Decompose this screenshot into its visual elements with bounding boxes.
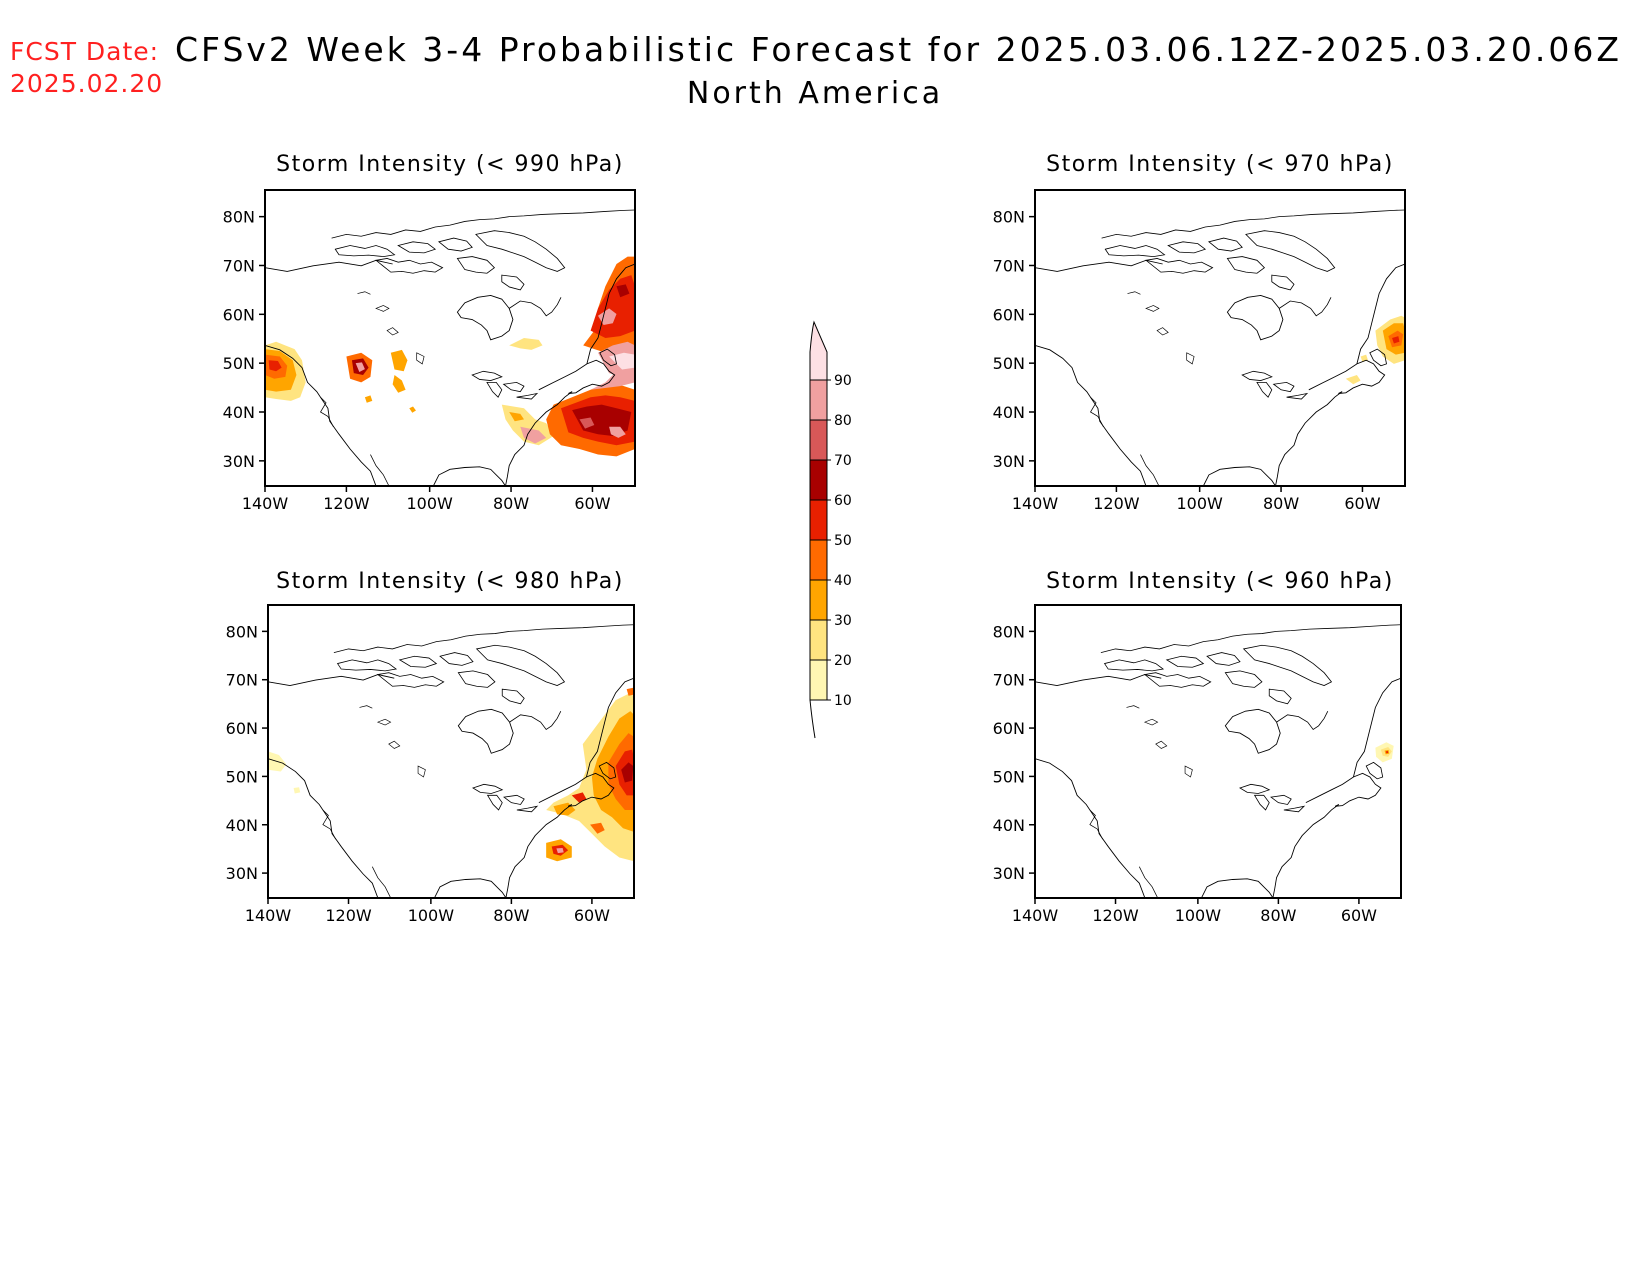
panel-990hpa: Storm Intensity (< 990 hPa) 80N 70N 60N 50N… <box>223 152 636 513</box>
lon-tick-label: 120W <box>1092 906 1139 925</box>
lat-tick-label: 70N <box>223 256 255 275</box>
lon-tick-label: 80W <box>1263 494 1299 513</box>
lat-tick-label: 60N <box>226 719 258 738</box>
panel-980hpa: Storm Intensity (< 980 hPa) 80N 70N 60N 50N… <box>226 569 635 925</box>
lon-tick-label: 100W <box>1175 906 1222 925</box>
lat-tick-label: 50N <box>226 767 258 786</box>
lat-tick-label: 40N <box>226 816 258 835</box>
lat-tick-label: 30N <box>226 864 258 883</box>
lon-tick-label: 100W <box>406 494 453 513</box>
lat-tick-label: 30N <box>993 864 1025 883</box>
lat-tick-label: 80N <box>226 622 258 641</box>
panel-title-980: Storm Intensity (< 980 hPa) <box>276 569 624 594</box>
colorbar-label: 40 <box>834 573 852 589</box>
lon-tick-label: 140W <box>245 906 292 925</box>
lat-tick-label: 50N <box>993 354 1025 373</box>
map-960 <box>1035 624 1401 898</box>
colorbar-swatch <box>809 419 828 461</box>
map-frame-960 <box>1034 604 1402 899</box>
lat-tick-label: 40N <box>993 816 1025 835</box>
lon-tick-label: 140W <box>1012 906 1059 925</box>
map-990 <box>265 209 635 486</box>
colorbar-swatch <box>809 619 828 661</box>
lat-tick-label: 60N <box>223 305 255 324</box>
map-970 <box>1035 209 1405 486</box>
panel-title-960: Storm Intensity (< 960 hPa) <box>1046 569 1394 594</box>
map-frame-990 <box>264 189 636 487</box>
lon-tick-label: 60W <box>1344 494 1380 513</box>
lon-tick-label: 60W <box>574 906 610 925</box>
lon-tick-label: 100W <box>408 906 455 925</box>
lon-tick-label: 60W <box>1341 906 1377 925</box>
region-subtitle: North America <box>0 76 1650 111</box>
map-frame-980 <box>267 604 635 899</box>
lat-tick-label: 70N <box>993 256 1025 275</box>
colorbar-swatch <box>809 499 828 541</box>
map-frame-970 <box>1034 189 1406 487</box>
colorbar-label: 50 <box>834 533 852 549</box>
colorbar-label: 10 <box>834 693 852 709</box>
colorbar-label: 70 <box>834 453 852 469</box>
colorbar-swatch <box>809 579 828 621</box>
main-title: CFSv2 Week 3-4 Probabilistic Forecast fo… <box>175 30 1622 69</box>
region-subtitle-text: North America <box>686 76 944 111</box>
lon-tick-label: 140W <box>242 494 289 513</box>
lat-tick-label: 60N <box>993 305 1025 324</box>
colorbar-swatch <box>809 659 828 701</box>
colorbar-swatch <box>809 539 828 581</box>
lat-tick-label: 80N <box>993 622 1025 641</box>
lon-tick-label: 80W <box>493 494 529 513</box>
colorbar-swatch <box>809 379 828 421</box>
panel-960hpa: Storm Intensity (< 960 hPa) 80N 70N 60N 50N… <box>993 569 1402 925</box>
panel-title-990: Storm Intensity (< 990 hPa) <box>276 152 624 177</box>
lat-tick-label: 80N <box>223 208 255 227</box>
lon-tick-label: 120W <box>323 494 370 513</box>
colorbar-tail <box>809 699 816 739</box>
colorbar-label: 80 <box>834 413 852 429</box>
lat-tick-label: 30N <box>223 452 255 471</box>
map-980 <box>268 624 634 898</box>
fcst-date-label: FCST Date: 2025.02.20 <box>10 36 163 100</box>
colorbar-swatch <box>809 459 828 501</box>
lon-tick-label: 140W <box>1012 494 1059 513</box>
colorbar-label: 30 <box>834 613 852 629</box>
lon-tick-label: 100W <box>1176 494 1223 513</box>
lon-tick-label: 60W <box>574 494 610 513</box>
lat-tick-label: 60N <box>993 719 1025 738</box>
fcst-date-prefix: FCST Date: <box>10 37 160 66</box>
lat-tick-label: 70N <box>993 671 1025 690</box>
lat-tick-label: 30N <box>993 452 1025 471</box>
lat-tick-label: 40N <box>993 403 1025 422</box>
lat-tick-label: 80N <box>993 208 1025 227</box>
lon-tick-label: 120W <box>325 906 372 925</box>
colorbar-swatch <box>809 320 828 381</box>
colorbar-label: 60 <box>834 493 852 509</box>
colorbar-label: 90 <box>834 373 852 389</box>
lon-tick-label: 80W <box>1260 906 1296 925</box>
fcst-date-value: 2025.02.20 <box>10 69 164 98</box>
lat-tick-label: 40N <box>223 403 255 422</box>
lon-tick-label: 80W <box>493 906 529 925</box>
lat-tick-label: 50N <box>223 354 255 373</box>
lon-tick-label: 120W <box>1093 494 1140 513</box>
probability-colorbar: 10 20 30 40 50 60 70 80 90 <box>809 320 852 739</box>
panel-970hpa: Storm Intensity (< 970 hPa) 80N 70N 60N 50N… <box>993 152 1406 513</box>
lat-tick-label: 70N <box>226 671 258 690</box>
colorbar-label: 20 <box>834 653 852 669</box>
lat-tick-label: 50N <box>993 767 1025 786</box>
panel-title-970: Storm Intensity (< 970 hPa) <box>1046 152 1394 177</box>
